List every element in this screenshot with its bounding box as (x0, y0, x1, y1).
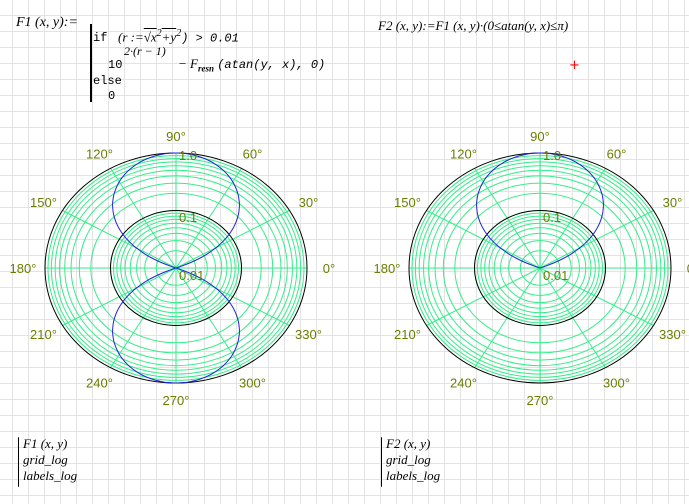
angle-label: 330° (659, 327, 686, 342)
plot2-legend[interactable]: F2 (x, y) grid_log labels_log (386, 436, 440, 484)
angle-label: 150° (30, 195, 57, 210)
f1-definition-lhs[interactable]: F1 (x, y):= (16, 15, 78, 30)
fresn-subscript: resn (197, 63, 214, 74)
data-curve (112, 152, 240, 384)
legend-item: grid_log (386, 452, 431, 467)
angle-label: 300° (239, 375, 266, 390)
angle-label: 150° (394, 195, 421, 210)
program-bar (90, 24, 92, 102)
base-ten: 10 (108, 58, 123, 72)
angle-label: 0° (323, 261, 335, 276)
angle-label: 210° (30, 327, 57, 342)
angle-label: 0° (687, 261, 689, 276)
minus-f: − F (178, 56, 198, 71)
angle-label: 120° (450, 147, 477, 162)
angle-label: 330° (295, 327, 322, 342)
condition: (r :=√x2+y2) > 0.01 (118, 28, 239, 45)
angle-label: 30° (663, 195, 683, 210)
cond-rhs: ) > 0.01 (181, 31, 239, 46)
cond-sqrt: √x (143, 29, 157, 45)
legend-item: grid_log (23, 452, 68, 467)
angle-label: 270° (163, 393, 190, 408)
angle-label: 90° (530, 129, 550, 144)
f2-definition[interactable]: F2 (x, y):=F1 (x, y)·(0≤atan(y, x)≤π) (378, 18, 569, 33)
cond-lhs: (r := (118, 29, 144, 45)
angle-label: 60° (243, 147, 263, 162)
radial-label: 0.01 (543, 268, 568, 283)
legend-brace-2 (381, 437, 382, 487)
angle-label: 210° (394, 327, 421, 342)
decade-ring (110, 210, 242, 326)
cond-plus: +y (161, 29, 177, 45)
angle-label: 240° (86, 375, 113, 390)
plot1-legend[interactable]: F1 (x, y) grid_log labels_log (23, 436, 77, 484)
radial-label: 1.0 (543, 148, 561, 163)
radial-label: 0.1 (543, 210, 561, 225)
else-keyword: else (93, 74, 122, 88)
fresn-args: (atan(y, x), 0) (217, 58, 326, 72)
angle-label: 120° (86, 147, 113, 162)
legend-item: F1 (x, y) (23, 436, 68, 451)
angle-label: 60° (607, 147, 627, 162)
legend-item: labels_log (23, 468, 78, 483)
angle-label: 270° (527, 393, 554, 408)
decade-ring (474, 210, 606, 326)
legend-item: labels_log (386, 468, 441, 483)
radial-label: 0.1 (179, 210, 197, 225)
exp: 2 (156, 28, 162, 39)
radial-label: 1.0 (179, 148, 197, 163)
exp: 2 (176, 28, 182, 39)
fresn-term: − Fresn (atan(y, x), 0) (178, 56, 325, 74)
angle-label: 90° (166, 129, 186, 144)
else-value: 0 (108, 89, 116, 103)
radial-label: 0.01 (179, 268, 204, 283)
angle-label: 240° (450, 375, 477, 390)
angle-label: 30° (299, 195, 319, 210)
data-curve (476, 152, 604, 269)
angle-label: 300° (603, 375, 630, 390)
if-keyword: if (93, 31, 108, 45)
legend-item: F2 (x, y) (386, 436, 431, 451)
angle-label: 180° (10, 261, 37, 276)
legend-brace-1 (18, 437, 19, 487)
exponent: 2·(r − 1) (124, 44, 166, 58)
cursor-crosshair: + (569, 58, 580, 73)
angle-label: 180° (374, 261, 401, 276)
